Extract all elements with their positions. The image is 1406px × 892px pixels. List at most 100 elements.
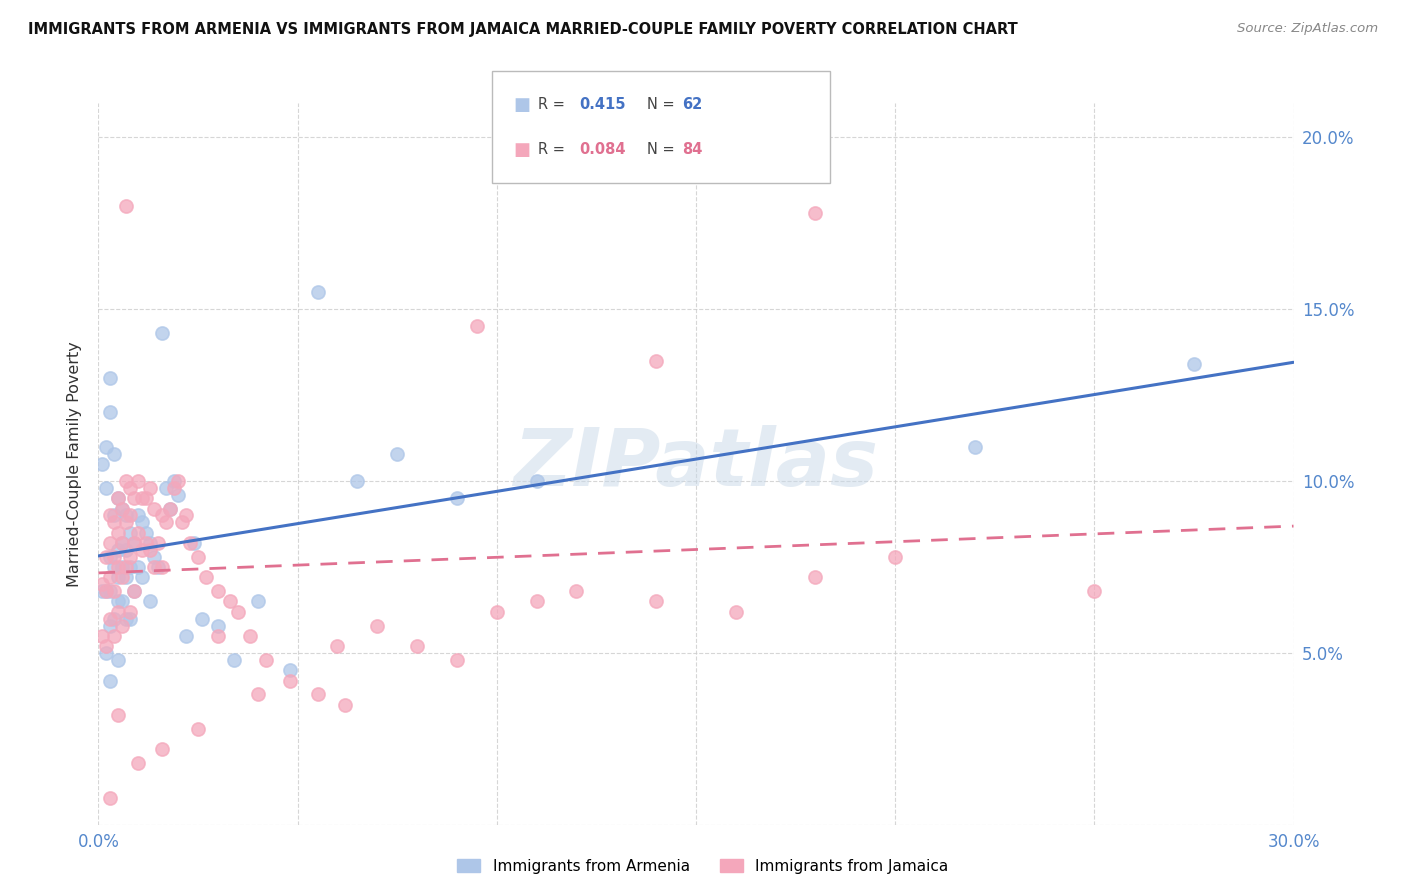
Point: [179, 536, 201, 550]
Text: R =: R =: [538, 97, 565, 112]
Text: Source: ZipAtlas.com: Source: ZipAtlas.com: [1237, 22, 1378, 36]
Point: [131, 542, 153, 557]
Point: [148, 560, 170, 574]
Point: [174, 508, 197, 523]
Point: [115, 508, 138, 523]
Point: [103, 584, 125, 599]
Point: [167, 474, 190, 488]
Text: 84: 84: [682, 142, 702, 157]
Point: [111, 501, 134, 516]
Point: [207, 618, 229, 632]
Point: [526, 594, 548, 608]
Point: [107, 560, 129, 574]
Point: [107, 570, 129, 584]
Point: [135, 536, 157, 550]
Point: [120, 549, 142, 564]
Point: [96, 481, 118, 495]
Point: [385, 446, 409, 460]
Point: [107, 594, 129, 608]
Point: [96, 646, 118, 660]
Point: [526, 474, 548, 488]
Point: [127, 560, 149, 574]
Text: 0.415: 0.415: [579, 97, 626, 112]
Point: [1182, 357, 1205, 371]
Point: [111, 501, 134, 516]
Point: [120, 612, 142, 626]
Point: [150, 326, 173, 340]
Point: [115, 570, 138, 584]
Point: [96, 549, 118, 564]
Legend: Immigrants from Armenia, Immigrants from Jamaica: Immigrants from Armenia, Immigrants from…: [451, 853, 955, 880]
Point: [155, 481, 177, 495]
Point: [135, 491, 157, 506]
Point: [174, 629, 197, 643]
Point: [124, 491, 146, 506]
Point: [246, 594, 269, 608]
Point: [91, 584, 114, 599]
Point: [804, 570, 827, 584]
Point: [107, 605, 129, 619]
Point: [103, 508, 125, 523]
Point: [139, 536, 162, 550]
Point: [326, 639, 349, 653]
Point: [155, 516, 177, 530]
Point: [139, 542, 162, 557]
Point: [159, 501, 181, 516]
Point: [96, 584, 118, 599]
Point: [120, 560, 142, 574]
Point: [446, 491, 468, 506]
Point: [103, 629, 125, 643]
Point: [366, 618, 388, 632]
Point: [163, 481, 186, 495]
Point: [91, 629, 114, 643]
Point: [254, 653, 277, 667]
Point: [307, 285, 329, 299]
Point: [127, 525, 149, 540]
Point: [98, 536, 122, 550]
Point: [804, 205, 827, 219]
Point: [446, 653, 468, 667]
Point: [98, 508, 122, 523]
Point: [963, 440, 986, 454]
Point: [103, 549, 125, 564]
Point: [111, 618, 134, 632]
Point: [98, 612, 122, 626]
Point: [111, 560, 134, 574]
Point: [191, 612, 214, 626]
Point: [127, 474, 149, 488]
Point: [127, 508, 149, 523]
Point: [465, 319, 488, 334]
Point: [143, 560, 166, 574]
Point: [98, 790, 122, 805]
Point: [115, 612, 138, 626]
Point: [91, 577, 114, 591]
Point: [124, 584, 146, 599]
Text: 0.084: 0.084: [579, 142, 626, 157]
Point: [111, 570, 134, 584]
Point: [222, 653, 245, 667]
Point: [1083, 584, 1105, 599]
Point: [150, 742, 173, 756]
Point: [207, 584, 229, 599]
Point: [139, 594, 162, 608]
Point: [120, 525, 142, 540]
Point: [150, 508, 173, 523]
Text: ZIPatlas: ZIPatlas: [513, 425, 879, 503]
Point: [645, 594, 668, 608]
Point: [98, 405, 122, 419]
Point: [187, 549, 209, 564]
Text: N =: N =: [647, 97, 675, 112]
Point: [103, 612, 125, 626]
Point: [148, 536, 170, 550]
Point: [124, 536, 146, 550]
Point: [115, 516, 138, 530]
Point: [96, 584, 118, 599]
Point: [307, 687, 329, 701]
Point: [124, 584, 146, 599]
Point: [98, 371, 122, 385]
Point: [645, 353, 668, 368]
Point: [107, 491, 129, 506]
Point: [565, 584, 588, 599]
Point: [98, 618, 122, 632]
Point: [115, 199, 138, 213]
